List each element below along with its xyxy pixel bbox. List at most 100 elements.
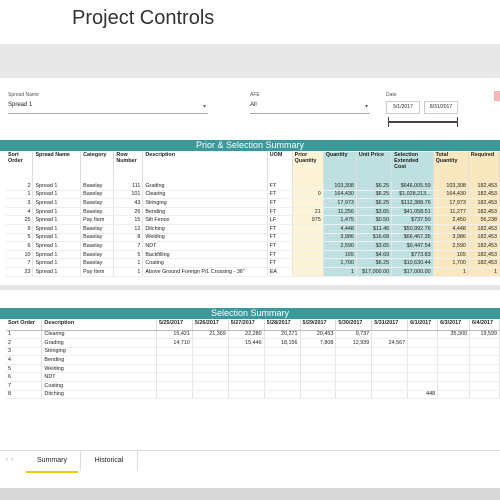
table-cell: 3 <box>6 198 34 208</box>
table-row[interactable]: 3 Stringing <box>6 347 500 357</box>
table-cell: 3,986 <box>323 233 357 243</box>
slider-start-handle[interactable] <box>388 117 389 127</box>
tab-historical[interactable]: Historical <box>80 451 138 471</box>
table-cell: 1 <box>433 267 469 277</box>
table-row[interactable]: 1 Spread 1 Baselay 101 Clearing FT 0 164,430 $6.… <box>6 190 500 200</box>
table-row[interactable]: 3 Spread 1 Baselay 43 Stringing FT 17,973 $6.25… <box>6 198 500 208</box>
table-cell: Spread 1 <box>32 250 82 260</box>
table-cell: FT <box>267 233 293 243</box>
spread-filter-select[interactable]: Spread 1 ▾ <box>8 102 208 114</box>
column-header[interactable]: Required <box>468 152 500 182</box>
column-header[interactable]: 6/1/2017 <box>407 320 439 331</box>
column-header[interactable]: Category <box>80 152 115 182</box>
column-header[interactable]: Row Number <box>113 152 144 182</box>
prior-selection-summary-title: Prior & Selection Summary <box>0 140 500 151</box>
table-row[interactable]: 4 Bending <box>6 355 500 365</box>
table-cell: 182,453 <box>468 258 500 268</box>
table-cell: 7 <box>6 258 34 268</box>
column-header[interactable]: 5/26/2017 <box>192 320 229 331</box>
table-cell <box>156 364 193 374</box>
table-cell: FT <box>267 198 293 208</box>
indicator-mark <box>494 91 500 101</box>
tab-summary[interactable]: Summary <box>26 451 78 473</box>
table-cell: 2 <box>6 182 34 191</box>
table-cell <box>335 347 373 357</box>
column-header[interactable]: Description <box>41 320 158 331</box>
table-cell: 2,590 <box>323 241 357 251</box>
table-row[interactable]: 8 Ditching 448 <box>6 390 500 400</box>
table-cell: 21,369 <box>192 330 229 340</box>
column-header[interactable]: 5/30/2017 <box>335 320 373 331</box>
table-cell: Spread 1 <box>32 267 82 277</box>
prior-selection-summary-panel: Prior & Selection Summary Sort Order Spre… <box>0 140 500 290</box>
column-header[interactable]: UOM <box>267 152 293 182</box>
table-row[interactable]: 6 NDT <box>6 372 500 383</box>
table-row[interactable]: 5 Welding <box>6 364 500 374</box>
column-header[interactable]: 5/28/2017 <box>264 320 301 331</box>
table-cell: 1,700 <box>433 258 469 268</box>
table-cell: 182,453 <box>468 190 500 200</box>
column-header[interactable]: Selection Extended Cost <box>391 152 434 182</box>
column-header[interactable]: 5/29/2017 <box>300 320 337 331</box>
column-header[interactable]: Unit Price <box>356 152 393 182</box>
table-row[interactable]: 2 Spread 1 Baselay 111 Grading FT 103,308 $6.25… <box>6 182 500 191</box>
end-date-input[interactable]: 8/31/2017 <box>424 101 458 114</box>
column-header[interactable]: 5/27/2017 <box>228 320 265 331</box>
table-cell: Spread 1 <box>32 182 82 191</box>
column-header[interactable]: Description <box>142 152 268 182</box>
table-row[interactable]: 23 Spread 1 Pay Item 1 Above Ground Foreign … <box>6 267 500 277</box>
table-cell <box>156 347 193 357</box>
column-header[interactable]: Sort Order <box>6 152 34 182</box>
column-header[interactable]: Sort Order <box>6 320 43 331</box>
column-header[interactable]: Spread Name <box>32 152 82 182</box>
page-title: Project Controls <box>72 7 215 29</box>
table-cell <box>437 390 470 400</box>
table-cell <box>371 330 409 340</box>
date-range-slider[interactable] <box>388 117 458 127</box>
table-row[interactable]: 7 Coating <box>6 381 500 391</box>
scrollbar-track[interactable] <box>0 285 500 290</box>
table-cell: 15 <box>113 215 144 225</box>
table-cell: FT <box>267 250 293 260</box>
table-row[interactable]: 6 Spread 1 Baselay 7 NDT FT 2,590 $3.65 $9,447.5… <box>6 241 500 251</box>
table-row[interactable]: 10 Spread 1 Baselay 5 Backfilling FT 165 $4.69 $… <box>6 250 500 260</box>
afe-filter-select[interactable]: All ▾ <box>250 102 370 114</box>
column-header[interactable]: 6/4/2017 <box>469 320 500 331</box>
table-cell: NDT <box>41 372 158 383</box>
table-cell <box>156 372 193 383</box>
table-cell: Silt Fence <box>142 215 268 225</box>
table-cell: $1,028,213... <box>391 190 434 200</box>
table-cell <box>292 250 324 260</box>
table-cell: FT <box>267 182 293 191</box>
column-header[interactable]: 6/3/2017 <box>437 320 470 331</box>
table-cell <box>469 347 500 357</box>
table-cell <box>469 355 500 365</box>
table-row[interactable]: 4 Spread 1 Baselay 26 Bending FT 21 11,256 $3.65… <box>6 207 500 217</box>
table-cell: $773.83 <box>391 250 434 260</box>
table-cell: 15,421 <box>156 330 193 340</box>
table-row[interactable]: 7 Spread 1 Baselay 1 Coating FT 1,700 $6.25 $10,… <box>6 258 500 268</box>
table-row[interactable]: 9 Spread 1 Baselay 12 Ditching FT 4,448 $11.46 $… <box>6 224 500 234</box>
start-date-input[interactable]: 5/1/2017 <box>386 101 420 114</box>
column-header[interactable]: Prior Quantity <box>292 152 324 182</box>
column-header[interactable]: 5/25/2017 <box>156 320 193 331</box>
slider-end-handle[interactable] <box>457 117 458 127</box>
bottom-scrollbar[interactable] <box>0 488 500 500</box>
column-header[interactable]: Quantity <box>323 152 357 182</box>
table-cell: 103,308 <box>323 182 357 191</box>
table-cell: 1 <box>468 267 500 277</box>
table-cell: 1 <box>323 267 357 277</box>
table-row[interactable]: 5 Spread 1 Baselay 8 Welding FT 3,986 $16.68 $66… <box>6 233 500 243</box>
table-cell: Spread 1 <box>32 198 82 208</box>
table-row[interactable]: 1 Clearing 15,421 21,369 22,280 20,271 20,453 9… <box>6 330 500 340</box>
filter-bar: Spread Name Spread 1 ▾ AFE All ▾ Date 5/… <box>0 88 500 138</box>
table-cell <box>300 355 337 365</box>
table-row[interactable]: 25 Spread 1 Pay Item 15 Silt Fence LF 975 1,475… <box>6 215 500 225</box>
banner-area <box>0 44 500 78</box>
column-header[interactable]: Total Quantity <box>433 152 469 182</box>
column-header[interactable]: 5/31/2017 <box>371 320 409 331</box>
table-cell: 17,973 <box>433 198 469 208</box>
table-cell: Spread 1 <box>32 215 82 225</box>
table-row[interactable]: 2 Grading 14,710 15,446 18,156 7,808 12,939 24,… <box>6 338 500 348</box>
tab-scroll-arrows[interactable]: ‹ › <box>6 457 14 463</box>
